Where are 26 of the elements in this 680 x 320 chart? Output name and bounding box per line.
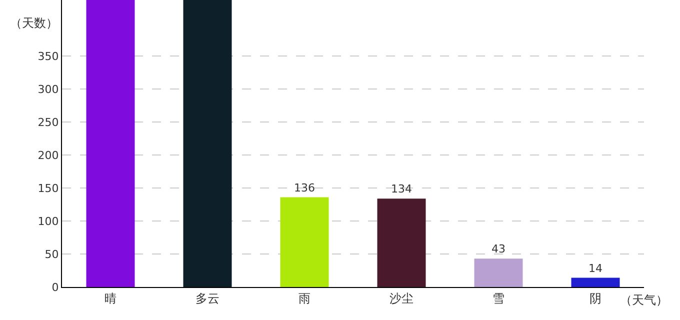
data-label: 136 bbox=[294, 181, 315, 194]
x-tick-label: 多云 bbox=[196, 291, 220, 306]
bar bbox=[571, 278, 620, 287]
bar bbox=[183, 0, 232, 287]
y-tick-label: 300 bbox=[38, 82, 59, 96]
bar bbox=[474, 258, 523, 287]
y-tick-label: 200 bbox=[38, 148, 59, 162]
data-label: 43 bbox=[492, 242, 506, 256]
y-tick-label: 50 bbox=[44, 248, 59, 261]
y-tick-label: 100 bbox=[38, 214, 59, 228]
y-tick-label: 250 bbox=[38, 116, 59, 129]
x-tick-label: 雪 bbox=[492, 291, 504, 306]
x-tick-label: 晴 bbox=[104, 291, 116, 306]
x-tick-label: 阴 bbox=[590, 291, 602, 306]
data-label: 14 bbox=[588, 262, 602, 275]
x-tick-label: 沙尘 bbox=[390, 291, 414, 306]
bar bbox=[280, 197, 329, 287]
y-tick-label: 150 bbox=[38, 182, 59, 195]
y-tick-label: 350 bbox=[38, 50, 59, 63]
bar bbox=[377, 198, 426, 287]
bar bbox=[86, 0, 135, 287]
x-axis-title: （天气） bbox=[620, 293, 668, 307]
y-axis-title: （天数） bbox=[10, 16, 58, 30]
y-tick-label: 0 bbox=[52, 280, 59, 294]
data-label: 134 bbox=[391, 182, 412, 196]
x-tick-label: 雨 bbox=[298, 291, 310, 306]
